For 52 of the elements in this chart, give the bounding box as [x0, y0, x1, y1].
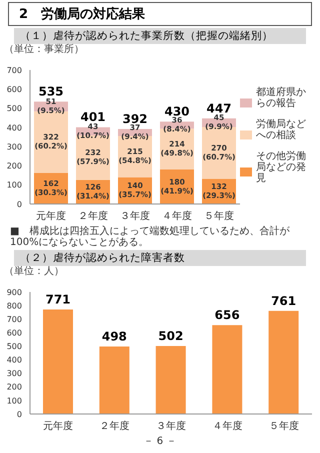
y-tick-label: 500 [6, 342, 22, 352]
text: 2 労働局の対応結果 [8, 2, 312, 26]
y-tick-label: 500 [6, 104, 22, 114]
y-tick-label: 400 [6, 356, 22, 365]
total-label: 392 [122, 112, 148, 126]
y-tick-label: 600 [6, 84, 22, 94]
y-tick-label: 300 [6, 369, 22, 378]
legend-label: その他労働局などの発見 [256, 150, 307, 184]
data-label: 498 [102, 329, 127, 344]
y-tick-label: 100 [6, 396, 22, 406]
text: － 6 － [142, 436, 178, 447]
x-tick-label: ２年度 [100, 420, 130, 432]
x-tick-label: 元年度 [43, 420, 74, 432]
x-tick-label: ４年度 [162, 210, 192, 222]
text: ■ 構成比は四捨五入によって端数処理しているため、合計が100%にならないことがある。 [10, 226, 290, 248]
total-label: 401 [80, 110, 106, 124]
bar [43, 309, 73, 414]
y-tick-label: 200 [6, 382, 22, 392]
x-tick-label: ３年度 [156, 420, 186, 432]
y-tick-label: 400 [6, 123, 22, 132]
bar [99, 346, 130, 414]
legend-label: 労働局などへの相談 [256, 118, 307, 140]
y-tick-label: 300 [6, 142, 22, 152]
total-label: 535 [38, 84, 64, 99]
x-tick-label: ５年度 [268, 420, 299, 432]
y-tick-label: 100 [6, 180, 22, 190]
bar [268, 310, 299, 414]
y-tick-label: 700 [6, 66, 22, 75]
y-tick-label: 800 [6, 301, 22, 310]
data-label: 656 [214, 308, 240, 322]
y-axis-title: （単位：事業所） [4, 44, 85, 56]
y-tick-label: 700 [6, 314, 22, 324]
x-tick-label: ４年度 [212, 420, 242, 432]
data-label: 761 [271, 294, 296, 308]
y-axis-title: （単位：人） [4, 266, 65, 278]
chart-title: （２）虐待が認められた障害者数 [14, 250, 306, 266]
data-label: 502 [158, 328, 184, 343]
bar [212, 325, 242, 414]
y-tick-label: 200 [6, 162, 22, 171]
bar [156, 346, 186, 414]
y-tick-label: 600 [6, 328, 22, 338]
chart-title: （１）虐待が認められた事業所数（把握の端緒別） [14, 28, 306, 44]
x-tick-label: ５年度 [204, 210, 234, 222]
x-tick-label: ２年度 [78, 210, 108, 222]
y-tick-label: 900 [6, 288, 22, 297]
x-tick-label: 元年度 [36, 210, 66, 222]
y-tick-label: 0 [16, 200, 22, 209]
legend-label: 都道府県からの報告 [256, 86, 307, 108]
total-label: 447 [206, 101, 232, 116]
y-tick-label: 0 [16, 410, 22, 419]
x-tick-label: ３年度 [120, 210, 150, 222]
data-label: 771 [45, 292, 71, 306]
